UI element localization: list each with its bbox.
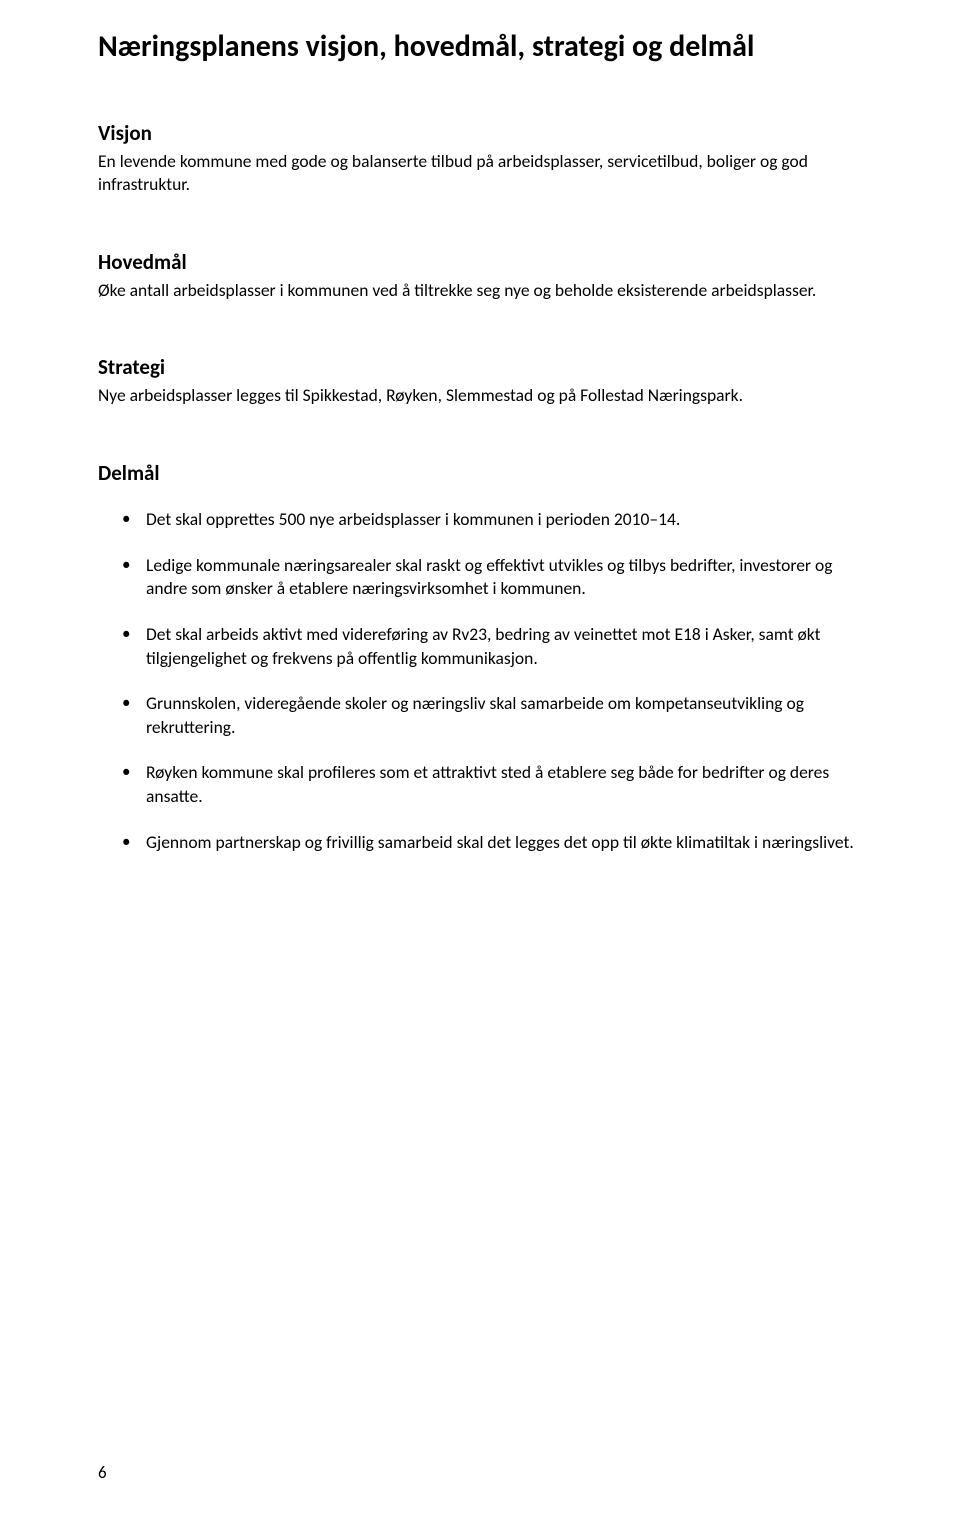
section-body-strategi: Nye arbeidsplasser legges til Spikkestad… (98, 384, 872, 408)
section-strategi: Strategi Nye arbeidsplasser legges til S… (98, 354, 872, 408)
list-item: Det skal opprettes 500 nye arbeidsplasse… (98, 508, 872, 532)
page-number: 6 (98, 1462, 107, 1483)
list-item: Ledige kommunale næringsarealer skal ras… (98, 554, 872, 601)
section-body-hovedmal: Øke antall arbeidsplasser i kommunen ved… (98, 279, 872, 303)
section-body-visjon: En levende kommune med gode og balansert… (98, 150, 872, 197)
list-item: Gjennom partnerskap og frivillig samarbe… (98, 831, 872, 855)
section-heading-delmal: Delmål (98, 460, 872, 486)
section-delmal: Delmål Det skal opprettes 500 nye arbeid… (98, 460, 872, 854)
section-visjon: Visjon En levende kommune med gode og ba… (98, 120, 872, 197)
list-item: Røyken kommune skal profileres som et at… (98, 761, 872, 808)
page-title: Næringsplanens visjon, hovedmål, strateg… (98, 28, 872, 66)
section-hovedmal: Hovedmål Øke antall arbeidsplasser i kom… (98, 249, 872, 303)
delmal-list: Det skal opprettes 500 nye arbeidsplasse… (98, 508, 872, 854)
list-item: Det skal arbeids aktivt med videreføring… (98, 623, 872, 670)
section-heading-visjon: Visjon (98, 120, 872, 146)
document-page: Næringsplanens visjon, hovedmål, strateg… (0, 0, 960, 1517)
section-heading-strategi: Strategi (98, 354, 872, 380)
section-heading-hovedmal: Hovedmål (98, 249, 872, 275)
list-item: Grunnskolen, videregående skoler og næri… (98, 692, 872, 739)
